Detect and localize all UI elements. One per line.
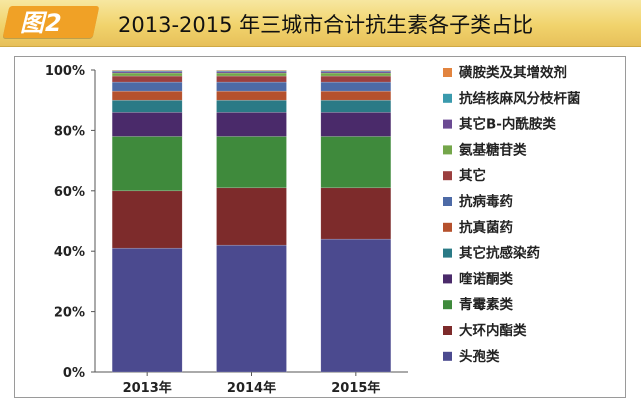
bar-segment: [111, 69, 183, 71]
legend-swatch: [443, 119, 452, 129]
bar-segment: [320, 136, 392, 189]
legend-label: 喹诺酮类: [459, 270, 513, 287]
legend-label: 氨基糖苷类: [459, 141, 527, 158]
bar-segment: [111, 81, 183, 92]
legend-swatch: [443, 93, 452, 103]
legend-swatch: [443, 274, 452, 284]
legend-swatch: [443, 171, 452, 181]
bar-segment: [320, 112, 392, 137]
y-tick-label: 60%: [54, 185, 85, 200]
y-tick-label: 20%: [54, 306, 85, 321]
figure-badge-label: 图2: [20, 9, 63, 37]
legend-swatch: [443, 300, 452, 310]
bar-segment: [111, 75, 183, 83]
bar-segment: [320, 72, 392, 77]
legend-swatch: [443, 68, 452, 77]
legend-swatch: [443, 222, 452, 232]
legend-swatch: [443, 145, 452, 155]
legend-label: 其它: [459, 167, 486, 184]
legend-label: 抗病毒药: [459, 193, 513, 210]
bar-segment: [320, 69, 392, 71]
bar-segment: [111, 112, 183, 137]
bar-segment: [216, 69, 287, 71]
legend-label: 大环内酯类: [459, 322, 527, 339]
bar-segment: [216, 72, 287, 77]
stacked-bar-chart: 0% 20% 40% 60% 80% 100% 2013年 2014年 2015年 磺胺类及其增…: [45, 64, 581, 396]
legend-label: 其它抗感染药: [459, 245, 540, 262]
bar-segment: [111, 72, 183, 77]
bar-segment: [111, 190, 183, 249]
legend-label: 其它B-内酰胺类: [459, 116, 556, 133]
legend-swatch: [443, 197, 452, 206]
legend-label: 青霉素类: [459, 296, 513, 313]
bar-segment: [216, 187, 287, 246]
chart-legend: 磺胺类及其增效剂抗结核麻风分枝杆菌其它B-内酰胺类氨基糖苷类其它抗病毒药抗真菌药…: [443, 64, 581, 365]
legend-label: 磺胺类及其增效剂: [459, 64, 567, 81]
bar-segment: [111, 247, 183, 373]
legend-label: 头孢类: [459, 348, 500, 365]
chart-title: 2013-2015 年三城市合计抗生素各子类占比: [118, 13, 534, 37]
bar-segment: [216, 244, 287, 373]
chart-panel: 0% 20% 40% 60% 80% 100% 2013年 2014年 2015年 磺胺类及其增…: [14, 56, 626, 398]
bar-segment: [216, 112, 287, 137]
legend-swatch: [443, 326, 452, 335]
legend-label: 抗结核麻风分枝杆菌: [459, 90, 581, 107]
legend-label: 抗真菌药: [459, 219, 513, 236]
bar-segment: [320, 238, 392, 373]
bar-segment: [320, 90, 392, 101]
bar-segment: [320, 75, 392, 83]
bar-segment: [216, 75, 287, 83]
bar-segment: [320, 81, 392, 92]
chart-bars: [111, 69, 392, 373]
y-tick-label: 0%: [63, 366, 85, 381]
bar-segment: [111, 99, 183, 113]
bar-segment: [216, 136, 287, 189]
y-tick-label: 40%: [54, 245, 85, 260]
bar-segment: [216, 99, 287, 113]
legend-swatch: [443, 248, 452, 258]
title-banner: 图2 2013-2015 年三城市合计抗生素各子类占比: [0, 0, 641, 47]
legend-swatch: [443, 351, 452, 361]
bar-segment: [320, 99, 392, 113]
x-tick-label: 2014年: [227, 380, 276, 396]
bar-segment: [111, 136, 183, 192]
x-tick-label: 2013年: [123, 380, 172, 396]
y-tick-label: 80%: [54, 124, 85, 139]
y-tick-label: 100%: [45, 64, 85, 79]
x-tick-label: 2015年: [331, 380, 380, 396]
bar-segment: [111, 90, 183, 101]
bar-segment: [320, 187, 392, 240]
bar-segment: [216, 90, 287, 101]
bar-segment: [216, 81, 287, 92]
